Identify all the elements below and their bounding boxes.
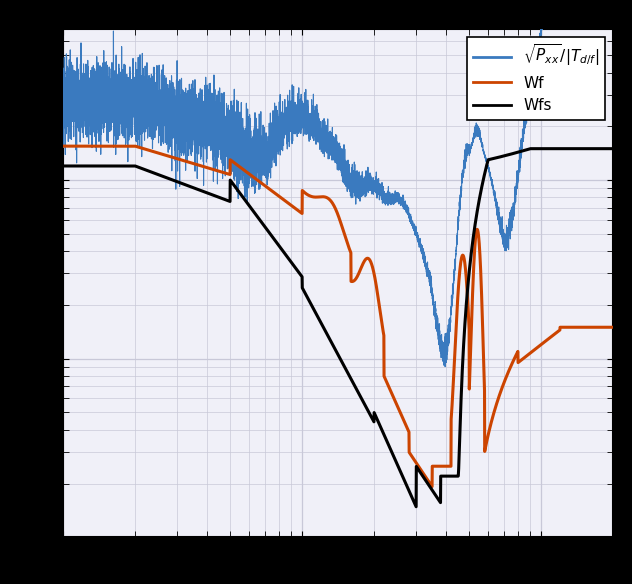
Legend: $\sqrt{P_{xx}}/|T_{d/f}|$, Wf, Wfs: $\sqrt{P_{xx}}/|T_{d/f}|$, Wf, Wfs <box>466 37 605 120</box>
